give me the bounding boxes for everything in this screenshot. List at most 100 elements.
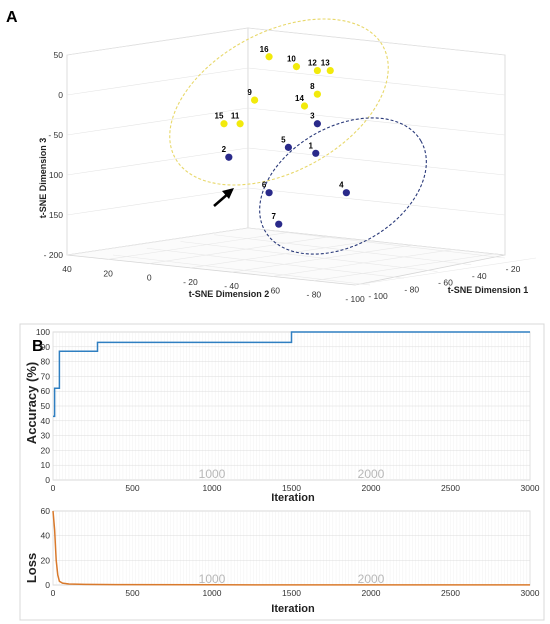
x-tick-label: 1500 xyxy=(282,483,301,493)
x-tick-label: 1000 xyxy=(203,483,222,493)
y-tick-label: 20 xyxy=(41,445,51,455)
scatter-point xyxy=(292,63,301,71)
x-tick-label: - 60 xyxy=(438,278,453,288)
point-label: 13 xyxy=(321,59,330,68)
scatter-point xyxy=(313,120,321,128)
point-label: 1 xyxy=(309,141,314,150)
y-tick-label: 70 xyxy=(41,371,51,381)
y-axis-label: t-SNE Dimension 2 xyxy=(189,289,270,299)
scatter-point xyxy=(265,53,273,61)
point-label: 6 xyxy=(262,181,267,190)
point-label: 7 xyxy=(272,212,277,221)
x-tick-label: 500 xyxy=(125,588,139,598)
panel-b-label: B xyxy=(32,338,44,355)
epoch-marker: 1000 xyxy=(199,467,226,481)
epoch-marker: 2000 xyxy=(358,572,385,586)
y-tick-label: 10 xyxy=(41,460,51,470)
x-tick-label: 3000 xyxy=(521,588,540,598)
grid-lines xyxy=(66,27,537,286)
x-tick-label: 0 xyxy=(51,588,56,598)
x-tick-label: 1500 xyxy=(282,588,301,598)
x-tick-label: - 80 xyxy=(404,284,419,294)
arrow-icon xyxy=(213,188,234,207)
y-tick-label: - 40 xyxy=(224,281,239,291)
x-tick-label: 3000 xyxy=(521,483,540,493)
x-tick-label: 500 xyxy=(125,483,139,493)
scatter-point xyxy=(275,220,283,228)
scatter-point xyxy=(265,189,273,197)
scatter-point xyxy=(342,189,350,197)
scatter-point xyxy=(313,90,321,98)
y-tick-label: 50 xyxy=(41,401,51,411)
scatter-point xyxy=(300,102,309,110)
z-tick-label: 50 xyxy=(54,50,64,60)
point-label: 2 xyxy=(222,145,227,154)
scatter-point xyxy=(313,66,321,75)
y-tick-label: - 60 xyxy=(265,285,280,295)
y-tick-label: 40 xyxy=(41,531,51,541)
point-label: 3 xyxy=(310,112,315,121)
loss-plot: 0 20 40 60 0 500 1000 1500 2000 2500 3000 1000 2000 xyxy=(41,506,540,598)
scatter-point xyxy=(284,143,292,151)
x-tick-label: - 20 xyxy=(506,264,521,274)
z-tick-label: - 200 xyxy=(44,250,64,260)
accuracy-x-label: Iteration xyxy=(271,492,315,504)
axis-ticks: 50 0 - 50 - 100 - 150 - 200 40 20 0 - 20 - 40 - 60 -… xyxy=(44,50,521,304)
epoch-marker: 1000 xyxy=(199,572,226,586)
scatter-point xyxy=(326,66,334,75)
y-tick-label: 90 xyxy=(41,342,51,352)
series-line xyxy=(53,331,530,418)
loss-x-label: Iteration xyxy=(271,603,315,615)
y-tick-label: 60 xyxy=(41,506,51,516)
panel-a-label: A xyxy=(6,9,18,26)
scatter-point xyxy=(236,120,244,128)
x-tick-label: 1000 xyxy=(203,588,222,598)
x-tick-label: 2500 xyxy=(441,483,460,493)
point-label: 16 xyxy=(260,45,269,54)
point-label: 12 xyxy=(308,59,317,68)
z-axis-label: t-SNE Dimension 3 xyxy=(38,138,48,219)
y-tick-label: 100 xyxy=(36,327,50,337)
point-label: 11 xyxy=(231,112,240,121)
epoch-marker: 2000 xyxy=(358,467,385,481)
point-label: 14 xyxy=(295,94,304,103)
y-tick-label: 30 xyxy=(41,431,51,441)
scatter-point xyxy=(220,120,228,128)
cluster-2-ellipse xyxy=(259,117,427,255)
y-tick-label: 20 xyxy=(41,555,51,565)
x-tick-label: 2000 xyxy=(362,588,381,598)
x-tick-label: 0 xyxy=(51,483,56,493)
loss-y-label: Loss xyxy=(24,553,39,583)
y-tick-label: 20 xyxy=(103,268,113,278)
scatter-point xyxy=(225,153,233,161)
y-tick-label: 60 xyxy=(41,386,51,396)
y-tick-label: 0 xyxy=(45,475,50,485)
y-tick-label: - 20 xyxy=(183,277,198,287)
scatter-point xyxy=(250,96,259,104)
y-tick-label: 80 xyxy=(41,357,51,367)
scatter-point xyxy=(312,149,320,157)
z-tick-label: - 100 xyxy=(44,170,64,180)
y-tick-label: 0 xyxy=(45,580,50,590)
point-label: 9 xyxy=(247,88,252,97)
y-tick-label: 40 xyxy=(41,416,51,426)
x-tick-label: - 100 xyxy=(368,291,388,301)
x-tick-label: - 40 xyxy=(472,271,487,281)
y-tick-label: 0 xyxy=(147,273,152,283)
z-tick-label: 0 xyxy=(58,90,63,100)
y-tick-label: - 100 xyxy=(345,294,365,304)
point-label: 5 xyxy=(281,135,286,144)
y-tick-label: 40 xyxy=(62,264,72,274)
point-label: 4 xyxy=(339,181,344,190)
point-label: 10 xyxy=(287,55,296,64)
x-axis-label: t-SNE Dimension 1 xyxy=(448,285,529,295)
accuracy-y-label: Accuracy (%) xyxy=(24,362,39,444)
x-tick-label: 2000 xyxy=(362,483,381,493)
point-label: 15 xyxy=(215,112,224,121)
point-label: 8 xyxy=(310,82,315,91)
series-line xyxy=(52,510,530,586)
